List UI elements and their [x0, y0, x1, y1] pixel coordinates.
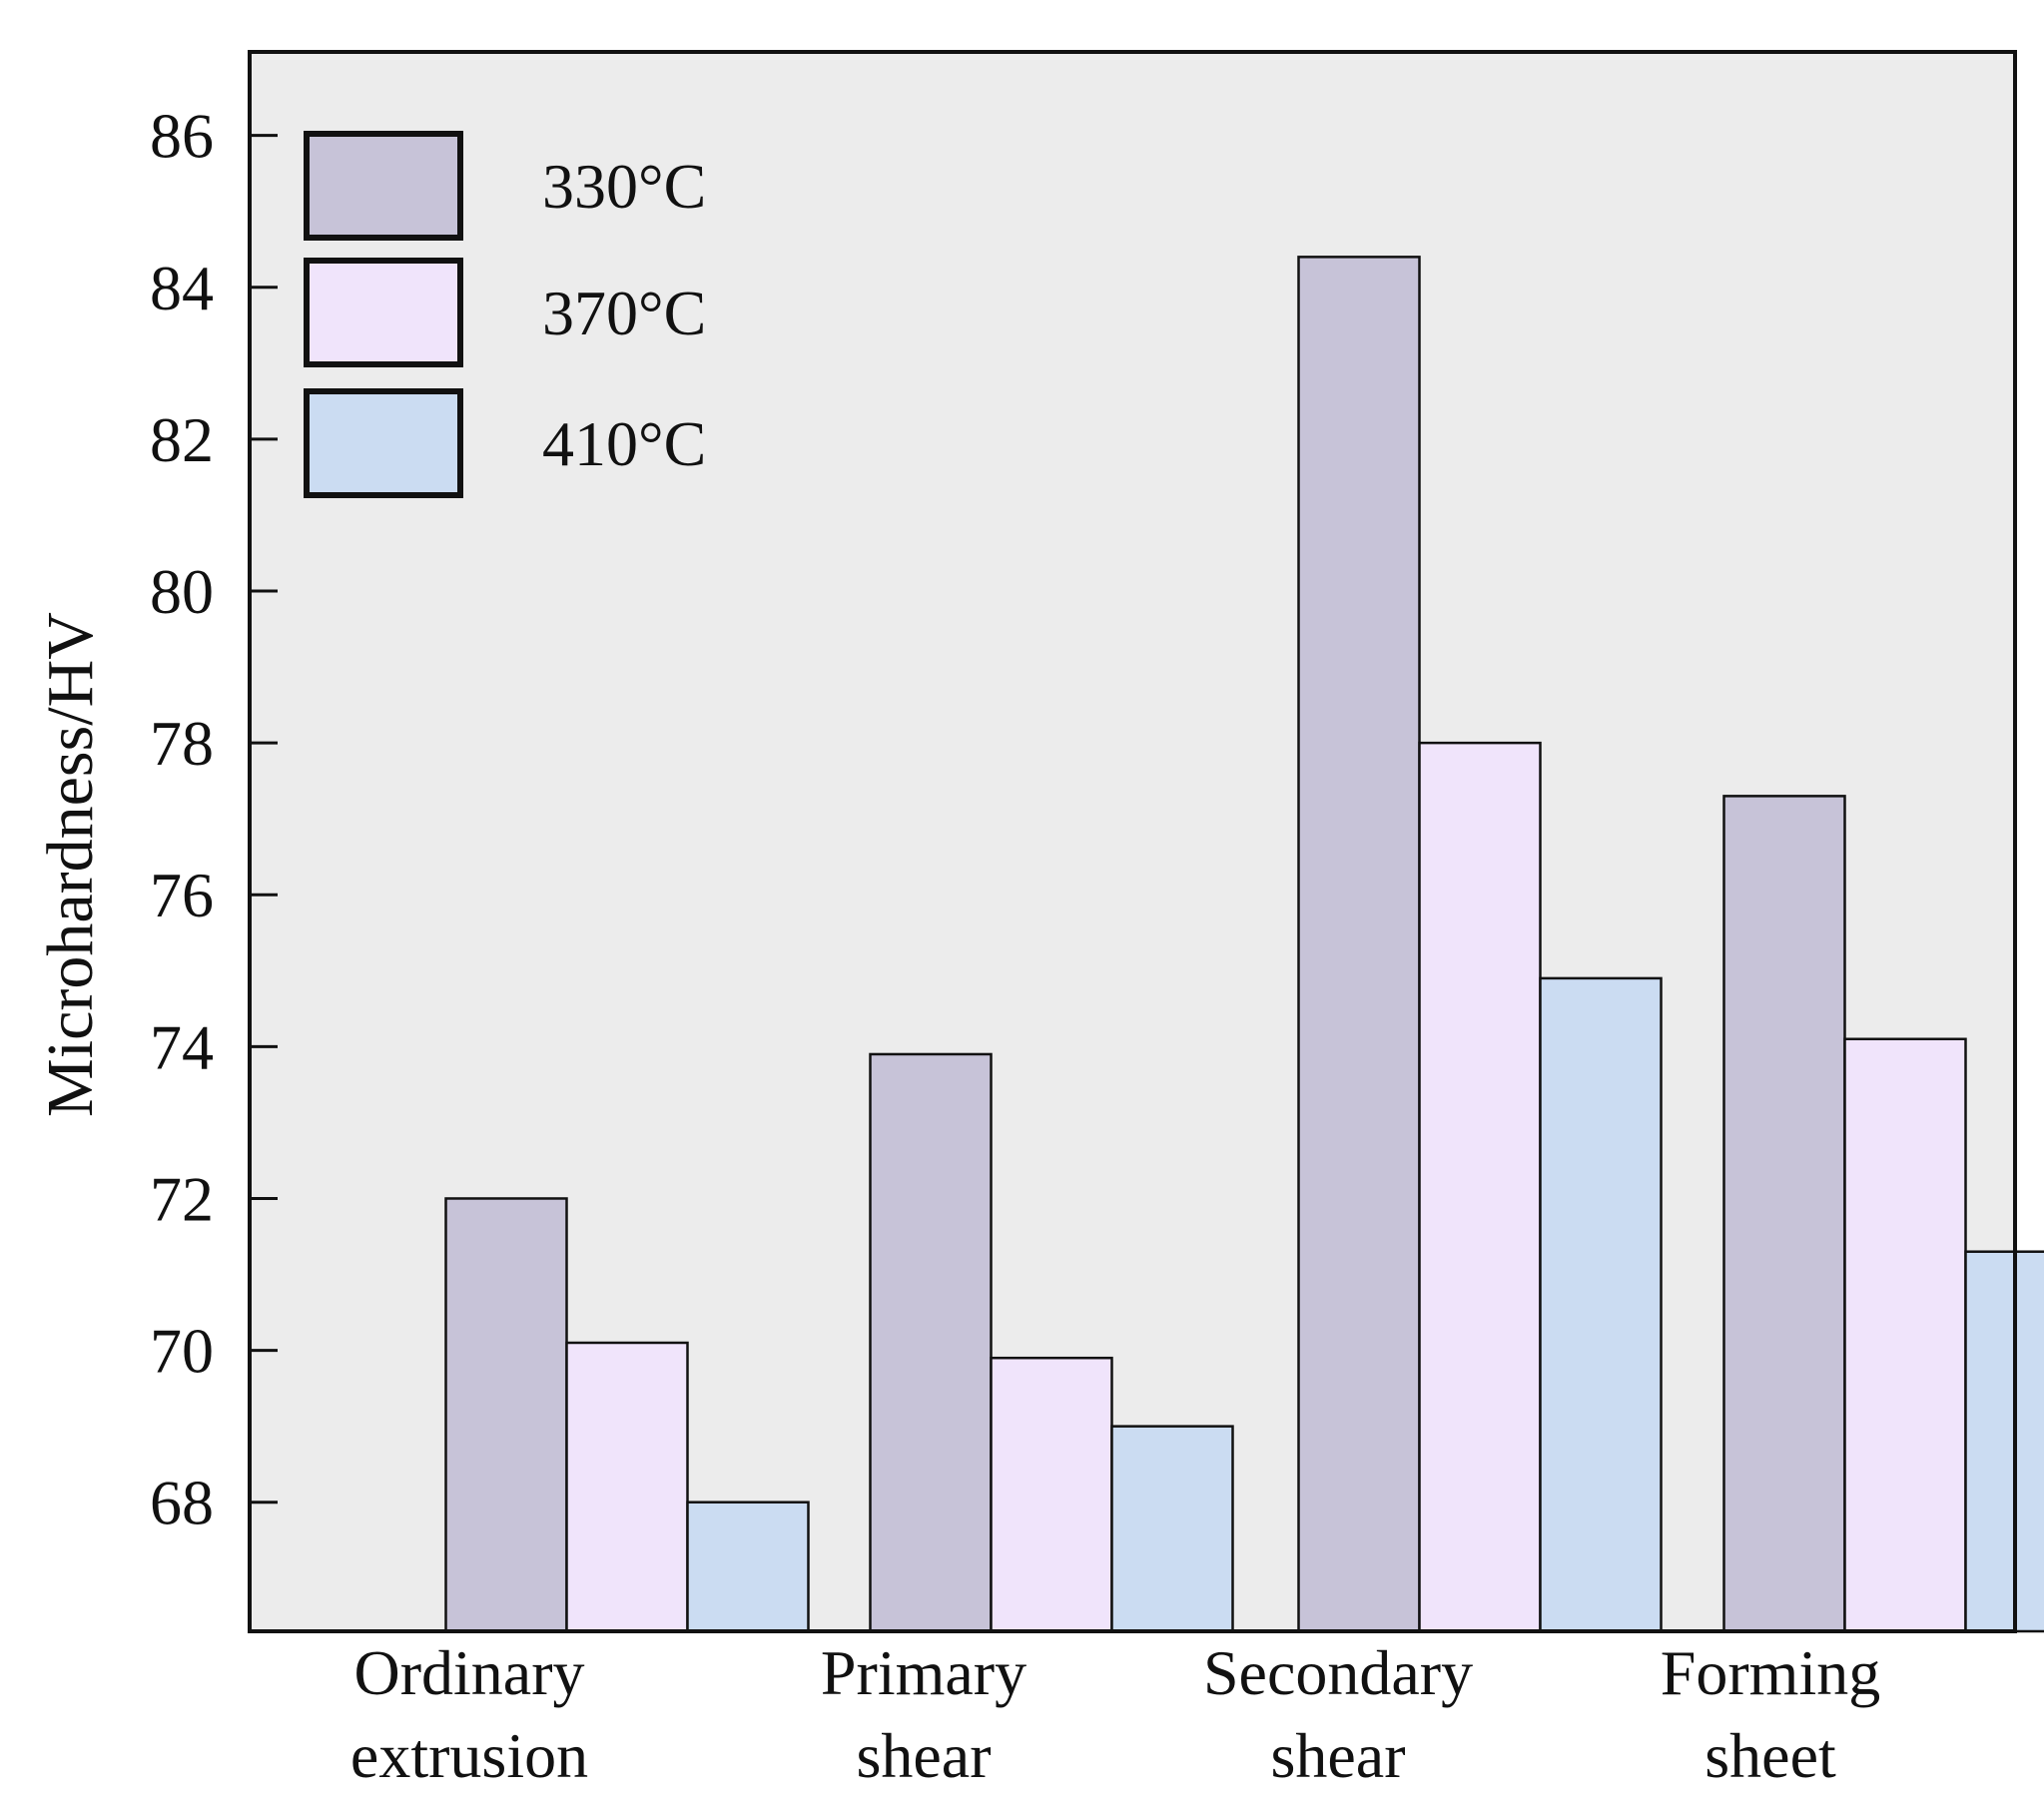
x-axis: Ordinary extrusion Primary shear Secondary sh…	[350, 1637, 1880, 1791]
bar-1-1	[444, 1197, 568, 1633]
y-axis-title: Microhardness/HV	[34, 612, 107, 1117]
y-tick-label-74: 74	[150, 1011, 214, 1082]
x-tick-label-4-1: Forming	[1661, 1637, 1880, 1708]
y-tick-label-84: 84	[150, 253, 214, 323]
x-tick-label-4-2: sheet	[1704, 1720, 1836, 1791]
x-tick-label-3-2: shear	[1270, 1720, 1405, 1791]
x-tick-label-2-2: shear	[856, 1720, 991, 1791]
legend-label-1: 330°C	[542, 151, 706, 222]
y-tick-label-80: 80	[150, 556, 214, 627]
legend-label-3: 410°C	[542, 408, 706, 479]
bar-3-2	[1110, 1425, 1234, 1633]
y-tick-label-72: 72	[150, 1163, 214, 1234]
x-tick-label-1-1: Ordinary	[353, 1637, 584, 1708]
x-tick-label-3-1: Secondary	[1203, 1637, 1473, 1708]
bar-3-1	[686, 1501, 810, 1633]
bar-3-4	[1964, 1250, 2044, 1633]
bar-1-4	[1722, 795, 1846, 1633]
y-tick-label-78: 78	[150, 708, 214, 779]
legend-swatch-1	[304, 131, 463, 241]
y-axis: 68 70 72 74 76 78 80 82 84 86	[150, 101, 278, 1538]
y-tick-label-70: 70	[150, 1316, 214, 1387]
bar-2-2	[990, 1356, 1113, 1633]
bar-2-1	[565, 1341, 689, 1633]
bar-2-3	[1418, 741, 1542, 1633]
legend-swatch-2	[304, 258, 463, 367]
bar-2-4	[1843, 1037, 1967, 1633]
bars-layer	[444, 256, 2044, 1633]
y-tick-label-68: 68	[150, 1468, 214, 1538]
legend-swatch-3	[304, 388, 463, 498]
legend: 330°C 370°C 410°C	[304, 131, 706, 498]
plot-frame	[248, 50, 2017, 1633]
x-tick-label-1-2: extrusion	[350, 1720, 588, 1791]
x-tick-label-2-1: Primary	[821, 1637, 1026, 1708]
y-tick-label-86: 86	[150, 101, 214, 172]
bar-3-3	[1539, 976, 1663, 1633]
bar-1-2	[869, 1052, 993, 1633]
bar-1-3	[1297, 256, 1421, 1633]
y-tick-label-82: 82	[150, 404, 214, 475]
legend-label-2: 370°C	[542, 278, 706, 348]
y-tick-label-76: 76	[150, 860, 214, 930]
